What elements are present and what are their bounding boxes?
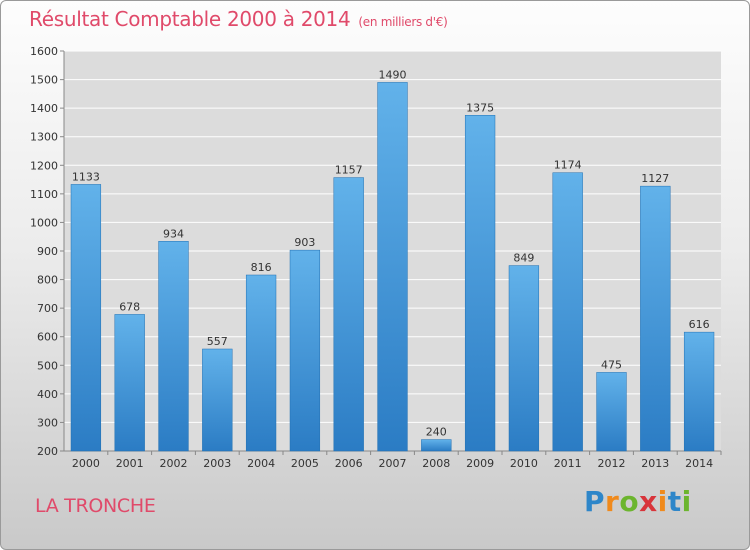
data-label: 1490 xyxy=(379,68,407,81)
data-label: 557 xyxy=(207,335,228,348)
logo-letter: P xyxy=(584,485,606,518)
bar xyxy=(421,439,452,452)
bar xyxy=(333,177,364,452)
x-tick-label: 2009 xyxy=(466,457,494,470)
data-label: 475 xyxy=(601,358,622,371)
x-tick-label: 2005 xyxy=(291,457,319,470)
x-tick-label: 2004 xyxy=(247,457,275,470)
y-tick-label: 500 xyxy=(37,359,58,372)
data-label: 1375 xyxy=(466,101,494,114)
logo-letter: o xyxy=(619,485,640,518)
logo-letter: i xyxy=(657,485,668,518)
chart-subtitle: (en milliers d'€) xyxy=(358,15,448,29)
y-tick-label: 400 xyxy=(37,388,58,401)
data-label: 1127 xyxy=(641,172,669,185)
y-tick-label: 1000 xyxy=(30,216,58,229)
data-label: 678 xyxy=(119,300,140,313)
y-tick-label: 200 xyxy=(37,445,58,458)
bar xyxy=(508,265,540,452)
bar xyxy=(464,115,496,452)
data-label: 616 xyxy=(689,318,710,331)
data-label: 816 xyxy=(251,261,272,274)
x-tick-label: 2011 xyxy=(554,457,582,470)
x-tick-label: 2013 xyxy=(641,457,669,470)
x-tick-label: 2010 xyxy=(510,457,538,470)
y-tick-label: 600 xyxy=(37,331,58,344)
bar xyxy=(70,184,102,452)
data-label: 1174 xyxy=(554,159,582,172)
logo-letter: r xyxy=(605,485,620,518)
bar xyxy=(158,241,189,452)
bar xyxy=(289,249,321,452)
bar xyxy=(245,274,277,452)
logo-letter: t xyxy=(667,485,682,518)
chart-title: Résultat Comptable 2000 à 2014 (en millie… xyxy=(29,7,448,31)
chart-title-text: Résultat Comptable 2000 à 2014 xyxy=(29,7,351,31)
place-name: LA TRONCHE xyxy=(35,495,156,517)
data-label: 1133 xyxy=(72,170,100,183)
y-tick-label: 800 xyxy=(37,274,58,287)
data-label: 903 xyxy=(294,236,315,249)
x-tick-label: 2001 xyxy=(116,457,144,470)
bar xyxy=(640,185,671,452)
proxiti-logo: Proxiti xyxy=(584,485,692,518)
bar xyxy=(202,348,233,452)
y-tick-label: 1500 xyxy=(30,74,58,87)
x-tick-label: 2014 xyxy=(685,457,713,470)
y-tick-label: 1100 xyxy=(30,188,58,201)
y-tick-label: 700 xyxy=(37,302,58,315)
bar xyxy=(114,314,145,452)
bar xyxy=(552,172,583,452)
y-tick-label: 1600 xyxy=(30,45,58,58)
data-label: 849 xyxy=(513,252,534,265)
data-label: 240 xyxy=(426,426,447,439)
y-tick-label: 1400 xyxy=(30,102,58,115)
logo-letter: x xyxy=(639,485,658,518)
x-tick-label: 2002 xyxy=(160,457,188,470)
x-tick-label: 2003 xyxy=(203,457,231,470)
y-tick-label: 1200 xyxy=(30,159,58,172)
y-tick-label: 1300 xyxy=(30,131,58,144)
y-tick-label: 300 xyxy=(37,416,58,429)
y-tick-label: 900 xyxy=(37,245,58,258)
x-tick-label: 2007 xyxy=(379,457,407,470)
x-tick-label: 2000 xyxy=(72,457,100,470)
x-tick-label: 2006 xyxy=(335,457,363,470)
bar xyxy=(596,372,627,452)
data-label: 1157 xyxy=(335,164,363,177)
bar xyxy=(377,82,408,452)
x-tick-label: 2012 xyxy=(598,457,626,470)
x-tick-label: 2008 xyxy=(422,457,450,470)
bar xyxy=(683,331,715,452)
logo-letter: i xyxy=(681,485,692,518)
data-label: 934 xyxy=(163,227,184,240)
